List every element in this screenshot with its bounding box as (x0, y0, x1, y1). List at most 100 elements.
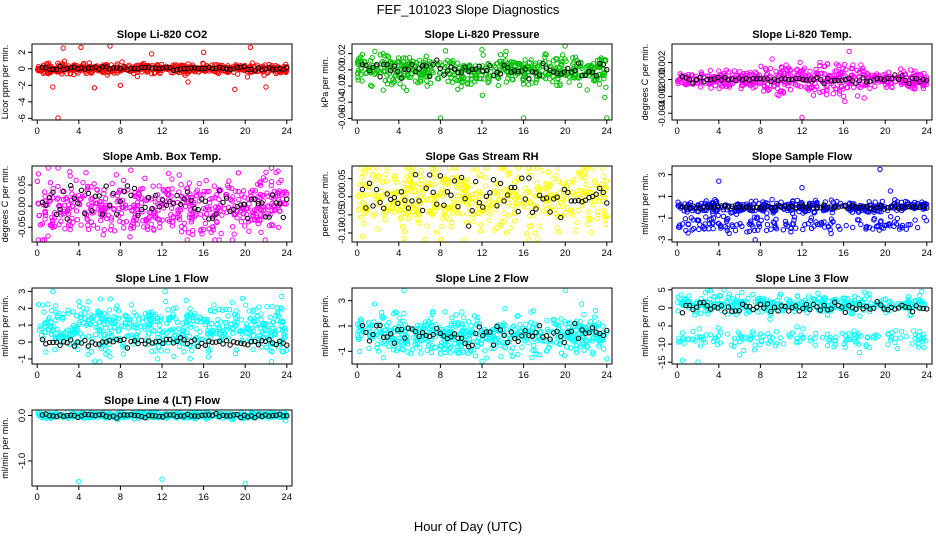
data-point (42, 216, 48, 222)
data-point (421, 67, 427, 74)
data-point (107, 296, 114, 302)
data-point (509, 353, 516, 359)
data-point (108, 227, 114, 233)
reference-point (195, 206, 201, 213)
data-point (459, 309, 465, 315)
x-tick-label: 0 (355, 126, 360, 137)
reference-point (554, 70, 560, 76)
data-point (424, 196, 431, 203)
y-tick-label: 0.02 (337, 44, 348, 63)
data-point (793, 67, 799, 73)
reference-point (754, 76, 760, 82)
data-point (114, 193, 121, 199)
data-point (97, 296, 104, 302)
data-point (603, 178, 610, 184)
outlier-point (263, 84, 269, 90)
reference-point (419, 62, 426, 69)
x-tick-label: 20 (880, 248, 891, 259)
reference-point (690, 80, 696, 86)
panel-title: Slope Gas Stream RH (425, 151, 538, 163)
data-point (516, 197, 523, 203)
reference-point (273, 200, 279, 206)
data-point (584, 87, 590, 93)
data-point (498, 353, 504, 360)
reference-point (149, 205, 155, 212)
reference-point (416, 66, 422, 72)
data-point (763, 67, 769, 73)
data-point (717, 222, 724, 229)
reference-point (600, 61, 606, 68)
data-point (572, 54, 579, 60)
data-point (479, 63, 486, 69)
outlier-point (726, 230, 732, 237)
data-point (903, 74, 910, 81)
data-point (42, 210, 48, 216)
data-point (723, 67, 730, 73)
data-point (82, 310, 88, 316)
data-point (519, 344, 525, 350)
reference-point (39, 64, 46, 71)
data-point (156, 183, 162, 189)
data-point (468, 81, 474, 87)
data-point (85, 226, 92, 233)
data-point (359, 174, 365, 181)
data-point (437, 351, 444, 357)
reference-point (725, 77, 732, 83)
data-point (754, 214, 760, 220)
data-point (91, 358, 98, 364)
data-point (478, 172, 484, 178)
reference-point (160, 197, 166, 203)
data-point (67, 173, 73, 179)
data-point (240, 188, 247, 194)
data-point (707, 67, 713, 74)
reference-point (917, 78, 923, 85)
reference-point (366, 68, 373, 74)
reference-point (469, 66, 475, 73)
reference-point (241, 63, 248, 70)
data-point (544, 317, 550, 324)
reference-point (715, 74, 721, 81)
reference-point (828, 205, 834, 211)
data-point (442, 64, 448, 71)
outlier-point (752, 237, 758, 243)
reference-point (78, 65, 85, 71)
data-point (556, 190, 563, 196)
data-point (780, 89, 787, 95)
data-point (886, 221, 892, 227)
data-point (744, 80, 750, 87)
reference-point (561, 186, 567, 193)
data-point (447, 206, 453, 212)
reference-point (241, 201, 248, 207)
data-point (531, 342, 537, 349)
data-point (246, 228, 252, 234)
data-point (585, 209, 591, 215)
data-point (241, 194, 248, 200)
data-point (519, 65, 525, 72)
reference-point (245, 66, 251, 73)
data-point (128, 302, 135, 308)
reference-point (75, 66, 81, 72)
reference-point (138, 207, 145, 213)
data-point (562, 66, 568, 73)
data-point (165, 307, 171, 313)
data-point (117, 218, 123, 225)
data-point (55, 183, 61, 190)
data-point (778, 64, 785, 70)
data-point (498, 218, 504, 224)
data-point (575, 207, 581, 214)
reference-point (512, 184, 518, 191)
reference-point (252, 67, 258, 74)
data-point (888, 214, 894, 220)
x-tick-label: 8 (438, 126, 443, 137)
outlier-point (263, 169, 269, 176)
data-point (391, 173, 398, 179)
data-point (62, 226, 68, 232)
reference-point (53, 66, 60, 73)
reference-point (469, 207, 475, 214)
data-point (783, 62, 789, 68)
reference-point (497, 71, 504, 77)
reference-point (89, 65, 95, 71)
data-point (800, 226, 806, 233)
data-point (372, 193, 378, 199)
data-point (706, 226, 712, 232)
